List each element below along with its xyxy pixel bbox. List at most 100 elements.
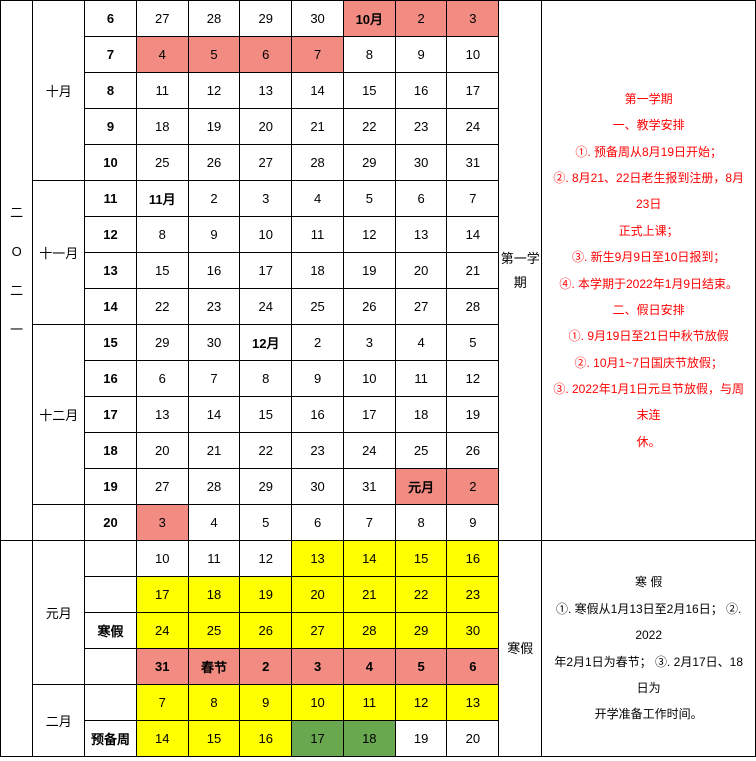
year-blank bbox=[1, 541, 33, 757]
day-16-5: 22 bbox=[395, 577, 447, 613]
calendar-container: 二 O 二 一十月62728293010月23第一学 期第一学期一、教学安排①.… bbox=[0, 0, 756, 757]
day-9-2: 12月 bbox=[240, 325, 292, 361]
day-1-2: 6 bbox=[240, 37, 292, 73]
day-2-5: 16 bbox=[395, 73, 447, 109]
week-10: 16 bbox=[85, 361, 137, 397]
day-5-3: 4 bbox=[292, 181, 344, 217]
day-0-6: 3 bbox=[447, 1, 499, 37]
week-4: 10 bbox=[85, 145, 137, 181]
day-8-0: 22 bbox=[136, 289, 188, 325]
day-1-6: 10 bbox=[447, 37, 499, 73]
day-0-1: 28 bbox=[188, 1, 240, 37]
day-0-4: 10月 bbox=[343, 1, 395, 37]
day-1-4: 8 bbox=[343, 37, 395, 73]
day-9-0: 29 bbox=[136, 325, 188, 361]
day-10-5: 11 bbox=[395, 361, 447, 397]
year-label: 二 O 二 一 bbox=[1, 1, 33, 541]
day-0-5: 2 bbox=[395, 1, 447, 37]
day-10-3: 9 bbox=[292, 361, 344, 397]
day-12-3: 23 bbox=[292, 433, 344, 469]
week-11: 17 bbox=[85, 397, 137, 433]
day-17-0: 24 bbox=[136, 613, 188, 649]
week-8: 14 bbox=[85, 289, 137, 325]
day-20-0: 14 bbox=[136, 721, 188, 757]
week-7: 13 bbox=[85, 253, 137, 289]
day-17-1: 25 bbox=[188, 613, 240, 649]
week-12: 18 bbox=[85, 433, 137, 469]
week-13: 19 bbox=[85, 469, 137, 505]
day-5-4: 5 bbox=[343, 181, 395, 217]
day-14-2: 5 bbox=[240, 505, 292, 541]
week-19 bbox=[85, 685, 137, 721]
day-8-4: 26 bbox=[343, 289, 395, 325]
day-18-4: 4 bbox=[343, 649, 395, 685]
day-12-4: 24 bbox=[343, 433, 395, 469]
week-16 bbox=[85, 577, 137, 613]
day-20-5: 19 bbox=[395, 721, 447, 757]
day-7-6: 21 bbox=[447, 253, 499, 289]
day-9-3: 2 bbox=[292, 325, 344, 361]
week-18 bbox=[85, 649, 137, 685]
day-12-2: 22 bbox=[240, 433, 292, 469]
day-11-1: 14 bbox=[188, 397, 240, 433]
month-jan: 元月 bbox=[33, 541, 85, 685]
day-4-0: 25 bbox=[136, 145, 188, 181]
day-4-6: 31 bbox=[447, 145, 499, 181]
day-6-0: 8 bbox=[136, 217, 188, 253]
day-14-1: 4 bbox=[188, 505, 240, 541]
sem1-label: 第一学 期 bbox=[499, 1, 542, 541]
week-0: 6 bbox=[85, 1, 137, 37]
day-16-6: 23 bbox=[447, 577, 499, 613]
day-6-5: 13 bbox=[395, 217, 447, 253]
day-3-6: 24 bbox=[447, 109, 499, 145]
day-1-5: 9 bbox=[395, 37, 447, 73]
day-0-0: 27 bbox=[136, 1, 188, 37]
day-3-3: 21 bbox=[292, 109, 344, 145]
day-19-6: 13 bbox=[447, 685, 499, 721]
day-1-0: 4 bbox=[136, 37, 188, 73]
day-5-1: 2 bbox=[188, 181, 240, 217]
day-16-3: 20 bbox=[292, 577, 344, 613]
day-20-4: 18 bbox=[343, 721, 395, 757]
week-3: 9 bbox=[85, 109, 137, 145]
day-17-5: 29 bbox=[395, 613, 447, 649]
week-20: 预备周 bbox=[85, 721, 137, 757]
month-feb: 二月 bbox=[33, 685, 85, 757]
day-14-4: 7 bbox=[343, 505, 395, 541]
day-12-0: 20 bbox=[136, 433, 188, 469]
day-18-0: 31 bbox=[136, 649, 188, 685]
day-13-5: 元月 bbox=[395, 469, 447, 505]
day-19-0: 7 bbox=[136, 685, 188, 721]
day-19-5: 12 bbox=[395, 685, 447, 721]
day-15-5: 15 bbox=[395, 541, 447, 577]
day-19-3: 10 bbox=[292, 685, 344, 721]
week-1: 7 bbox=[85, 37, 137, 73]
day-3-5: 23 bbox=[395, 109, 447, 145]
day-4-3: 28 bbox=[292, 145, 344, 181]
day-11-4: 17 bbox=[343, 397, 395, 433]
day-6-2: 10 bbox=[240, 217, 292, 253]
day-20-1: 15 bbox=[188, 721, 240, 757]
day-7-1: 16 bbox=[188, 253, 240, 289]
day-17-4: 28 bbox=[343, 613, 395, 649]
day-11-6: 19 bbox=[447, 397, 499, 433]
week-14: 20 bbox=[85, 505, 137, 541]
week-6: 12 bbox=[85, 217, 137, 253]
day-7-2: 17 bbox=[240, 253, 292, 289]
day-2-4: 15 bbox=[343, 73, 395, 109]
winter-label: 寒假 bbox=[499, 541, 542, 757]
day-13-6: 2 bbox=[447, 469, 499, 505]
day-13-0: 27 bbox=[136, 469, 188, 505]
day-3-0: 18 bbox=[136, 109, 188, 145]
week-15 bbox=[85, 541, 137, 577]
day-1-3: 7 bbox=[292, 37, 344, 73]
month-oct: 十月 bbox=[33, 1, 85, 181]
day-15-3: 13 bbox=[292, 541, 344, 577]
day-0-2: 29 bbox=[240, 1, 292, 37]
day-14-3: 6 bbox=[292, 505, 344, 541]
day-15-6: 16 bbox=[447, 541, 499, 577]
day-4-1: 26 bbox=[188, 145, 240, 181]
day-20-6: 20 bbox=[447, 721, 499, 757]
day-9-1: 30 bbox=[188, 325, 240, 361]
day-2-0: 11 bbox=[136, 73, 188, 109]
